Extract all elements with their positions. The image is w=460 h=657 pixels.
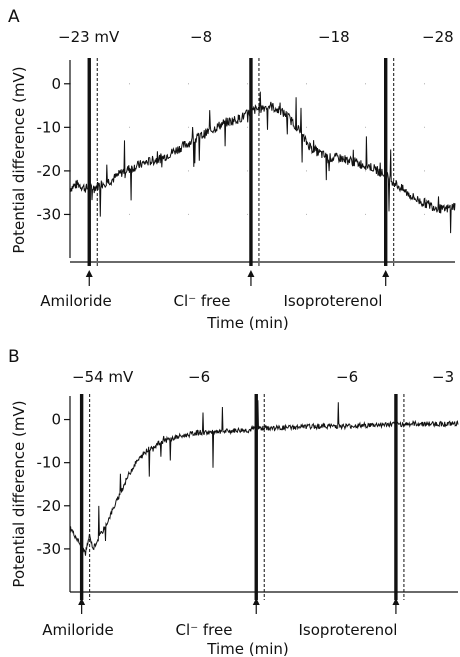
- panel-b-treatment-0: Amiloride: [42, 621, 113, 639]
- panel-b-treatment-1: Cl⁻ free: [176, 621, 233, 639]
- panel-a-x-axis-label: Time (min): [206, 314, 288, 332]
- panel-a-top-value-3: −28: [422, 28, 454, 46]
- panel-a-marker-arrow-head: [247, 270, 255, 277]
- panel-b-y-axis-label: Potential difference (mV): [10, 400, 28, 587]
- panel-a-plot: 0 -10 -20 -30: [37, 58, 456, 286]
- panel-a-treatment-0: Amiloride: [40, 292, 111, 310]
- panel-b-marker-arrow-head: [392, 598, 400, 605]
- panel-a-label: A: [8, 7, 20, 27]
- panel-b-y-tick-label: -20: [37, 497, 62, 515]
- panel-b-y-tick-label: -30: [37, 540, 62, 558]
- panel-a-treatment-2: Isoproterenol: [284, 292, 383, 310]
- panel-a-trace: [69, 91, 456, 234]
- panel-a-top-value-1: −8: [190, 28, 212, 46]
- panel-b-label: B: [8, 347, 20, 367]
- panel-a-y-tick-label: -10: [37, 118, 62, 136]
- panel-b-marker-arrow-head: [252, 598, 260, 605]
- panel-b-y-tick-label: 0: [51, 411, 61, 429]
- panel-a-marker-arrow-head: [85, 270, 93, 277]
- panel-b-top-value-1: −6: [188, 368, 210, 386]
- panel-b-treatment-2: Isoproterenol: [299, 621, 398, 639]
- panel-b-top-value-0: −54 mV: [72, 368, 134, 386]
- panel-a-y-tick-label: -20: [37, 162, 62, 180]
- panel-b-plot: 0 -10 -20 -30: [37, 394, 459, 614]
- panel-a-y-axis-label: Potential difference (mV): [10, 66, 28, 253]
- panel-a-top-value-0: −23 mV: [58, 28, 120, 46]
- panel-a-marker-arrow-head: [382, 270, 390, 277]
- panel-a-top-value-2: −18: [318, 28, 350, 46]
- panel-b-x-axis-label: Time (min): [206, 640, 288, 657]
- panel-a-treatment-1: Cl⁻ free: [174, 292, 231, 310]
- panel-b-y-tick-label: -10: [37, 454, 62, 472]
- panel-a-y-tick-label: 0: [51, 75, 61, 93]
- panel-a-y-tick-label: -30: [37, 205, 62, 223]
- panel-b-top-value-3: −3: [432, 368, 454, 386]
- panel-b-trace: [69, 400, 459, 556]
- panel-b-top-value-2: −6: [336, 368, 358, 386]
- panel-b-marker-arrow-head: [78, 598, 86, 605]
